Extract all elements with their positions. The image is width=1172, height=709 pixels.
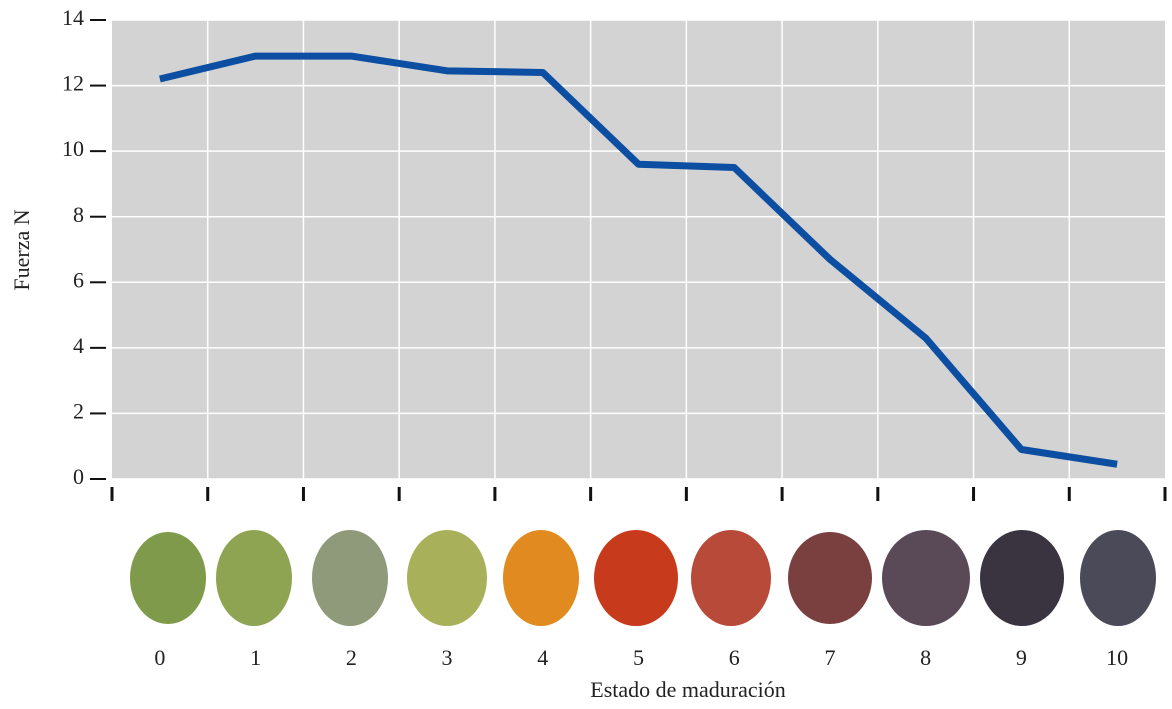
x-tick-label: 8 (920, 645, 931, 670)
y-tick-label: 4 (73, 333, 84, 358)
y-tick-label: 14 (62, 5, 84, 30)
x-tick-label: 5 (633, 645, 644, 670)
y-tick-label: 0 (73, 464, 84, 489)
bean (691, 530, 771, 626)
x-tick-label: 9 (1016, 645, 1027, 670)
chart: Estado de maduración Fuerza N 0246810121… (0, 0, 1172, 709)
y-tick-label: 8 (73, 202, 84, 227)
beans (130, 530, 1156, 626)
x-tick-label: 6 (729, 645, 740, 670)
x-tick-label: 7 (824, 645, 835, 670)
y-tick-label: 6 (73, 267, 84, 292)
x-tick-label: 0 (154, 645, 165, 670)
y-tick-label: 12 (62, 71, 84, 96)
x-tick-label: 10 (1106, 645, 1128, 670)
bean (216, 530, 292, 626)
x-tick-label: 4 (537, 645, 548, 670)
plot-area (112, 20, 1165, 479)
x-axis-label: Estado de maduración (590, 677, 786, 702)
bean (1080, 530, 1156, 626)
x-tick-label: 3 (442, 645, 453, 670)
y-tick-label: 2 (73, 398, 84, 423)
bean (882, 530, 970, 626)
bean (980, 530, 1064, 626)
bean (503, 530, 579, 626)
bean (312, 530, 388, 626)
x-tick-label: 1 (250, 645, 261, 670)
y-axis-label: Fuerza N (9, 209, 34, 290)
bean (594, 530, 678, 626)
bean (130, 532, 206, 624)
bean (788, 532, 872, 624)
y-tick-label: 10 (62, 136, 84, 161)
x-tick-label: 2 (346, 645, 357, 670)
bean (407, 530, 487, 626)
